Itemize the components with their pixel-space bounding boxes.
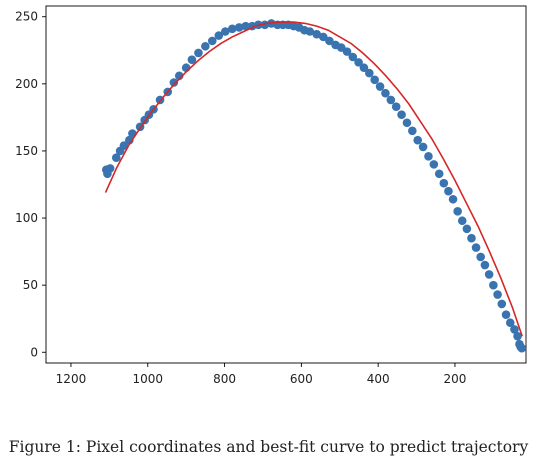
y-tick-label: 150 [15, 144, 38, 158]
y-tick-label: 100 [15, 211, 38, 225]
data-point [365, 68, 374, 78]
data-point [221, 27, 230, 36]
best-fit-curve [104, 21, 523, 337]
data-point [453, 207, 462, 216]
data-point [354, 58, 363, 67]
data-point [397, 110, 406, 120]
x-tick-label: 600 [290, 372, 313, 386]
data-point [510, 325, 519, 334]
data-point [413, 135, 423, 145]
data-point [480, 260, 490, 270]
data-point [169, 78, 179, 87]
data-point [493, 290, 502, 299]
data-point [434, 169, 444, 179]
data-point [476, 252, 485, 262]
data-point [457, 216, 467, 226]
data-point [402, 118, 412, 128]
data-point [467, 233, 476, 243]
data-point [386, 95, 396, 105]
data-point [505, 318, 515, 328]
data-point [359, 63, 369, 73]
y-tick-label: 50 [23, 278, 38, 292]
data-point [424, 152, 433, 161]
x-tick-label: 400 [367, 372, 390, 386]
data-point [381, 88, 390, 98]
x-tick-label: 800 [213, 372, 236, 386]
data-point [418, 142, 428, 152]
data-point [484, 270, 494, 279]
data-point [348, 52, 358, 62]
data-point [429, 160, 439, 169]
data-point [214, 31, 224, 40]
data-point [444, 186, 453, 196]
data-point [501, 310, 511, 319]
data-point [408, 126, 417, 136]
data-point [489, 280, 498, 290]
data-point [111, 153, 121, 162]
figure-caption: Figure 1: Pixel coordinates and best-fit… [8, 438, 529, 456]
y-tick-label: 200 [15, 77, 38, 91]
data-point [194, 48, 203, 58]
data-point [517, 343, 527, 353]
data-point [439, 178, 449, 188]
data-point [234, 23, 244, 32]
data-point [513, 331, 522, 341]
data-point [462, 224, 472, 234]
data-point [497, 299, 507, 309]
x-tick-label: 1200 [56, 372, 87, 386]
x-tick-label: 200 [444, 372, 467, 386]
y-tick-label: 250 [15, 10, 38, 24]
data-point [448, 194, 458, 204]
data-point [318, 32, 328, 42]
data-point [201, 41, 210, 51]
data-point [305, 27, 315, 36]
data-point [105, 164, 115, 173]
x-tick-label: 1000 [132, 372, 163, 386]
data-point [312, 29, 322, 39]
data-point [370, 75, 380, 85]
data-point [174, 71, 184, 81]
plot-frame [45, 5, 527, 364]
data-point [471, 243, 481, 252]
data-point [187, 55, 197, 64]
data-point [325, 36, 334, 46]
data-point [342, 47, 352, 56]
y-tick-label: 0 [30, 345, 38, 359]
data-point [207, 36, 217, 46]
data-point [241, 21, 250, 31]
data-point [119, 141, 129, 150]
data-point [227, 24, 237, 34]
data-point [391, 102, 401, 111]
data-point [375, 82, 385, 91]
